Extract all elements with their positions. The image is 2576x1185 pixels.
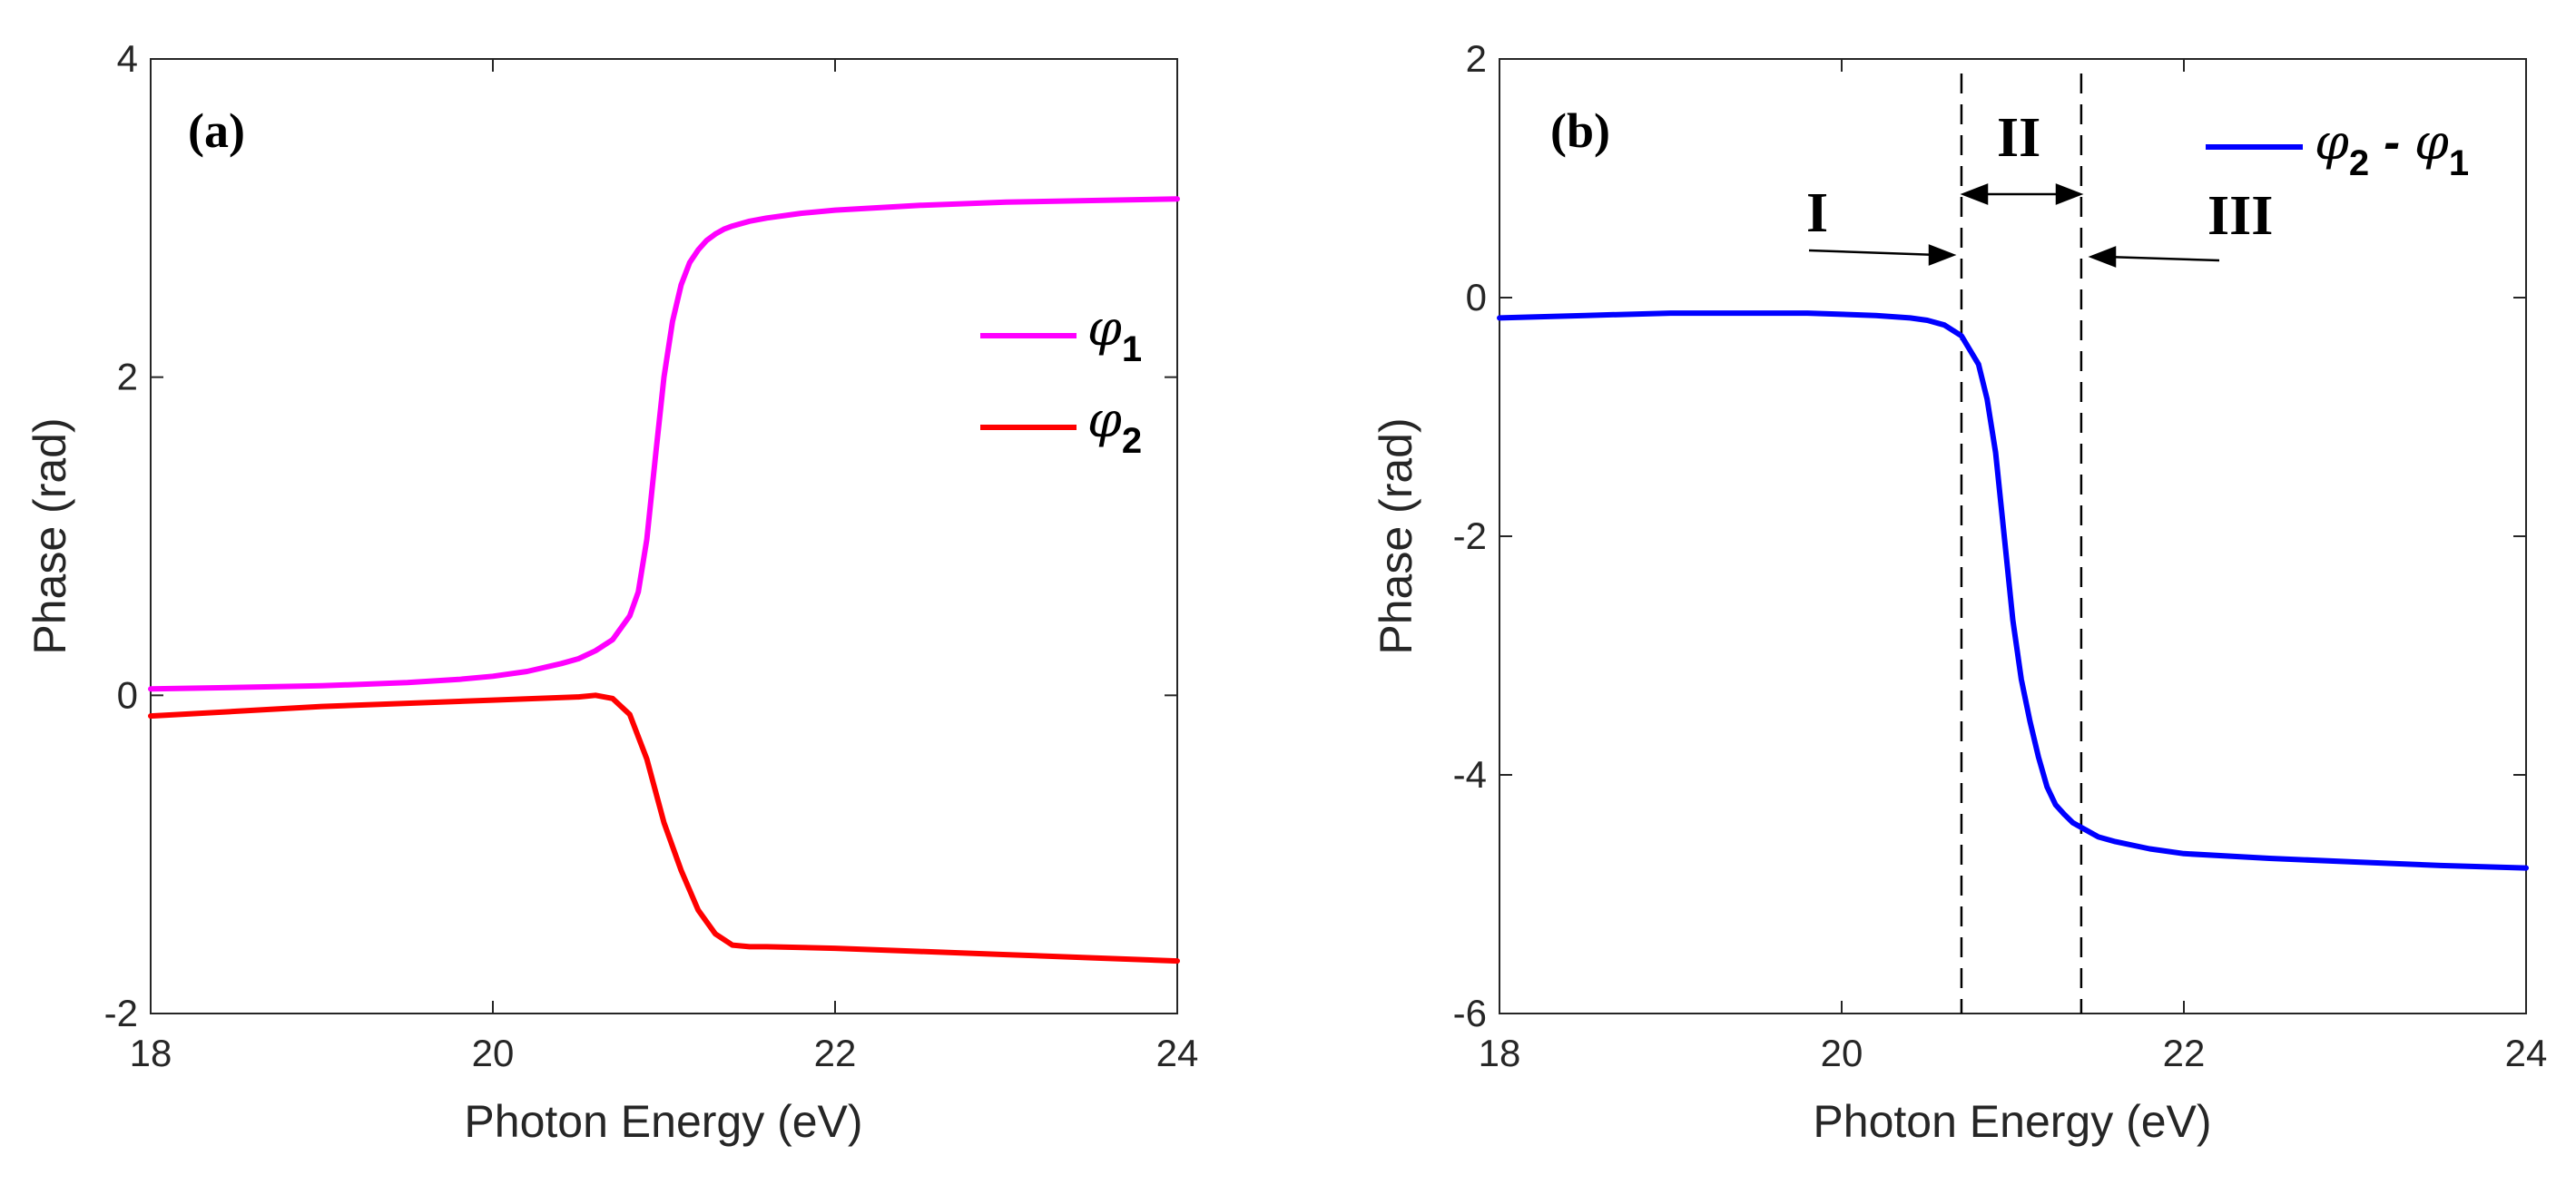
panel-b-ytick-label: -6 bbox=[1453, 992, 1487, 1034]
arrow-head-region-II-left bbox=[1960, 183, 1989, 205]
panel-b-xtick-label: 20 bbox=[1821, 1032, 1863, 1074]
region-label-III: III bbox=[2207, 185, 2273, 247]
panel-a-xtick-label: 24 bbox=[1156, 1032, 1199, 1074]
panel-a-label: (a) bbox=[188, 103, 245, 158]
panel-a-legend: φ1 φ2 bbox=[980, 299, 1142, 461]
region-label-I: I bbox=[1806, 182, 1828, 244]
panel-b-ytick-label: -4 bbox=[1453, 753, 1487, 796]
panel-a-ytick-label: 0 bbox=[117, 673, 138, 716]
panel-a-xtick-label: 20 bbox=[472, 1032, 515, 1074]
panel-a-xtick-label: 18 bbox=[130, 1032, 172, 1074]
panel-b-label: (b) bbox=[1550, 103, 1610, 158]
panel-b-ticks: 18 20 22 24 -6 -4 -2 0 2 bbox=[1453, 37, 2548, 1074]
panel-b-legend: φ2- φ1 bbox=[2206, 113, 2469, 183]
legend-label-phi1: φ1 bbox=[1087, 299, 1142, 369]
panel-a-plot-frame bbox=[150, 58, 1178, 1014]
panel-b-ytick-label: 2 bbox=[1466, 37, 1487, 80]
panel-b-xtick-label: 24 bbox=[2505, 1032, 2548, 1074]
arrow-head-region-III bbox=[2088, 246, 2117, 268]
arrow-region-I bbox=[1808, 249, 1939, 257]
panel-b-region-boundaries bbox=[1960, 73, 2083, 1014]
panel-b-ytick-label: 0 bbox=[1466, 276, 1487, 318]
legend-label-phi2-minus-phi1: φ2- φ1 bbox=[2315, 113, 2469, 183]
series-line--2-1 bbox=[1497, 310, 2529, 871]
series-line--1 bbox=[148, 196, 1180, 692]
panel-b-xlabel: Photon Energy (eV) bbox=[1813, 1096, 2211, 1147]
panel-a-series bbox=[148, 196, 1180, 965]
panel-b-series bbox=[1497, 310, 2529, 871]
arrow-region-III bbox=[2105, 255, 2220, 262]
arrow-head-region-II-right bbox=[2055, 183, 2084, 205]
arrow-head-region-I bbox=[1928, 244, 1957, 266]
panel-b-xtick-label: 18 bbox=[1479, 1032, 1521, 1074]
panel-a-ylabel: Phase (rad) bbox=[25, 417, 75, 654]
panel-b-ytick-label: -2 bbox=[1453, 514, 1487, 557]
region-label-II: II bbox=[1997, 107, 2040, 169]
panel-a-ytick-label: -2 bbox=[104, 992, 138, 1034]
panel-a-xtick-label: 22 bbox=[814, 1032, 857, 1074]
panel-b: 18 20 22 24-6-4-202 (b) Photon Energy (eV) … bbox=[1371, 37, 2547, 1147]
panel-a-ytick-label: 2 bbox=[117, 356, 138, 398]
panel-a-xlabel: Photon Energy (eV) bbox=[464, 1096, 862, 1147]
panel-a-ytick-label: 4 bbox=[117, 37, 138, 80]
panel-b-ylabel: Phase (rad) bbox=[1371, 417, 1421, 654]
legend-label-phi2: φ2 bbox=[1087, 391, 1142, 461]
panel-b-plot-frame bbox=[1499, 58, 2527, 1014]
series-line--2 bbox=[148, 692, 1180, 965]
region-arrows bbox=[1808, 183, 2220, 268]
panel-b-xtick-label: 22 bbox=[2163, 1032, 2206, 1074]
